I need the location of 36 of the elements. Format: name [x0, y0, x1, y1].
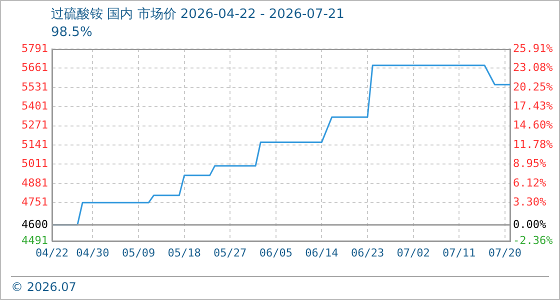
- x-tick-label: 06/23: [350, 246, 384, 260]
- x-tick-label: 04/22: [35, 246, 69, 260]
- x-tick-label: 07/11: [442, 246, 476, 260]
- y-tick-label: 4881: [22, 176, 48, 190]
- y2-tick-label: 3.30%: [513, 195, 546, 208]
- y2-tick-label: 14.60%: [513, 118, 554, 132]
- x-tick-label: 06/05: [259, 246, 292, 260]
- y2-tick-label: 8.95%: [513, 157, 546, 170]
- x-tick-label: 06/14: [305, 246, 339, 260]
- y2-tick-label: 17.43%: [513, 99, 554, 112]
- y-tick-label: 4600: [22, 218, 48, 231]
- y2-tick-label: 11.78%: [513, 138, 554, 151]
- x-tick-label: 05/18: [168, 246, 201, 260]
- y-tick-label: 5141: [22, 138, 48, 151]
- y-tick-label: 5661: [22, 61, 48, 74]
- y2-tick-label: 23.08%: [513, 61, 554, 74]
- y-tick-label: 5531: [22, 80, 48, 94]
- x-tick-label: 07/02: [396, 246, 430, 260]
- text: © 2026.07: [11, 276, 549, 294]
- chart-subtitle: 98.5%: [51, 25, 92, 40]
- y-tick-label: 5791: [22, 42, 48, 55]
- y-tick-label: 5011: [22, 157, 48, 170]
- x-tick-label: 07/20: [488, 246, 522, 260]
- y2-tick-label: 20.25%: [513, 80, 554, 94]
- x-tick-label: 05/09: [122, 246, 156, 260]
- y-tick-label: 4751: [22, 195, 48, 208]
- chart-title: 过硫酸铵 国内 市场价 2026-04-22 - 2026-07-21: [51, 6, 344, 23]
- x-tick-label: 05/27: [214, 246, 247, 260]
- y2-tick-label: 6.12%: [513, 176, 546, 190]
- y2-tick-label: -2.36%: [513, 234, 554, 247]
- y2-tick-label: 0.00%: [513, 218, 546, 231]
- x-tick-label: 04/30: [76, 246, 110, 260]
- y-tick-label: 5401: [22, 99, 48, 112]
- y-tick-label: 5271: [22, 118, 48, 132]
- y2-tick-label: 25.91%: [513, 42, 554, 55]
- y-tick-label: 4491: [22, 234, 48, 247]
